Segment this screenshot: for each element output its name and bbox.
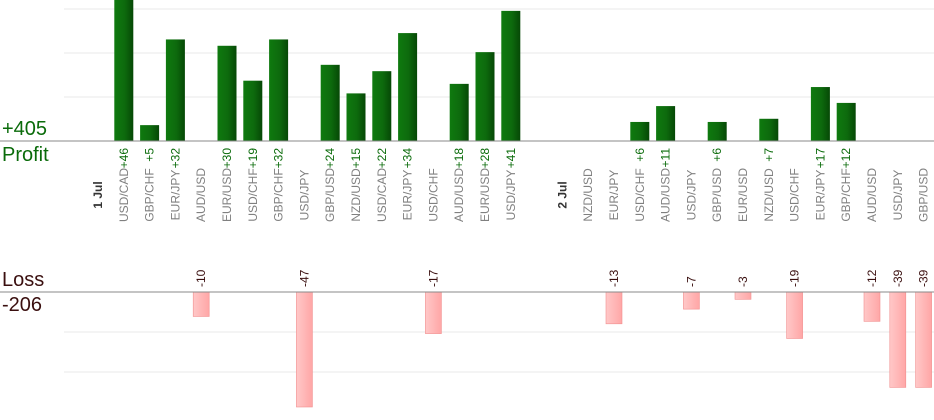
category-label: USD/JPY	[891, 170, 905, 221]
profit-value-label: +12	[839, 148, 853, 169]
loss-bar	[192, 291, 210, 317]
profit-bar	[707, 121, 727, 141]
category-label: EUR/USD	[220, 168, 234, 222]
category-label: USD/JPY	[684, 170, 698, 221]
profit-value-label: +32	[272, 148, 286, 169]
profit-bar	[346, 93, 366, 141]
profit-bar	[449, 83, 469, 141]
category-label: USD/CAD	[375, 168, 389, 222]
profit-value-label: +17	[813, 148, 827, 169]
profit-bar	[320, 64, 340, 141]
category-label: GBP/USD	[323, 168, 337, 222]
category-label: NZD/USD	[349, 168, 363, 222]
loss-bar	[786, 291, 803, 339]
profit-value-label: +5	[143, 148, 157, 162]
category-label: AUD/USD	[865, 168, 879, 222]
profit-bar	[114, 0, 134, 141]
profit-bar	[398, 33, 418, 141]
loss-bar	[425, 291, 442, 334]
category-label: USD/CHF	[633, 168, 647, 221]
category-label: AUD/USD	[194, 168, 208, 222]
profit-bar	[217, 45, 237, 141]
loss-value-label: -39	[891, 269, 905, 287]
profit-value-label: +30	[220, 148, 234, 169]
profit-bar	[759, 118, 779, 141]
profit-value-label: +28	[478, 148, 492, 169]
profit-value-label: +19	[246, 148, 260, 169]
category-label: GBP/USD	[917, 168, 931, 222]
category-label: NZD/USD	[581, 168, 595, 222]
loss-value-label: -3	[736, 276, 750, 287]
profit-bar	[810, 87, 830, 141]
category-label: USD/CHF	[788, 168, 802, 221]
loss-bar	[296, 291, 313, 408]
profit-value-label: +32	[168, 148, 182, 169]
profit-value-label: +7	[762, 148, 776, 162]
category-label: NZD/USD	[762, 168, 776, 222]
category-label: GBP/CHF	[272, 168, 286, 221]
profit-value-label: +22	[375, 148, 389, 169]
loss-value-label: -13	[607, 269, 621, 287]
profit-value-label: +41	[504, 148, 518, 169]
date-label: 2 Jul	[555, 181, 569, 208]
loss-total: -206	[2, 294, 43, 316]
profit-value-label: +34	[401, 148, 415, 169]
loss-bar	[889, 291, 907, 388]
category-label: EUR/JPY	[813, 170, 827, 221]
category-label: USD/CHF	[426, 168, 440, 221]
category-label: EUR/JPY	[607, 170, 621, 221]
profit-bar	[372, 71, 392, 141]
profit-value-label: +15	[349, 148, 363, 169]
loss-value-label: -17	[426, 269, 440, 287]
loss-value-label: -47	[297, 269, 311, 287]
profit-bar	[243, 80, 263, 141]
loss-label: Loss	[2, 269, 45, 291]
profit-value-label: +46	[117, 148, 131, 169]
category-label: GBP/USD	[710, 168, 724, 222]
profit-bar	[501, 10, 521, 141]
profit-bar	[475, 52, 495, 142]
category-label: EUR/JPY	[168, 170, 182, 221]
loss-bar	[683, 291, 700, 310]
category-label: USD/CAD	[117, 168, 131, 222]
profit-value-label: +18	[452, 148, 466, 169]
profit-bar	[836, 102, 856, 141]
loss-bar	[863, 291, 881, 322]
category-label: USD/JPY	[504, 170, 518, 221]
category-label: AUD/USD	[452, 168, 466, 222]
profit-bar	[165, 39, 185, 141]
category-label: EUR/USD	[736, 168, 750, 222]
profit-value-label: +6	[633, 148, 647, 162]
loss-bar	[915, 291, 932, 388]
profit-label: Profit	[2, 144, 49, 166]
loss-bar	[734, 291, 752, 300]
profit-value-label: +6	[710, 148, 724, 162]
category-label: USD/CHF	[246, 168, 260, 221]
category-label: EUR/JPY	[401, 170, 415, 221]
date-label: 1 Jul	[91, 181, 105, 208]
loss-value-label: -7	[684, 276, 698, 287]
category-label: AUD/USD	[659, 168, 673, 222]
profit-value-label: +24	[323, 148, 337, 169]
loss-value-label: -19	[788, 269, 802, 287]
profit-bar	[630, 121, 650, 141]
loss-value-label: -39	[917, 269, 931, 287]
profit-value-label: +11	[659, 148, 673, 168]
category-label: GBP/CHF	[143, 168, 157, 221]
profit-bar	[140, 125, 160, 141]
category-label: GBP/CHF	[839, 168, 853, 221]
profit-bar	[656, 106, 676, 141]
category-label: EUR/USD	[478, 168, 492, 222]
category-label: USD/JPY	[297, 170, 311, 221]
profit-bar	[269, 39, 289, 141]
loss-bar	[605, 291, 623, 325]
profit-total: +405	[2, 118, 48, 140]
loss-value-label: -10	[194, 269, 208, 287]
loss-value-label: -12	[865, 269, 879, 287]
